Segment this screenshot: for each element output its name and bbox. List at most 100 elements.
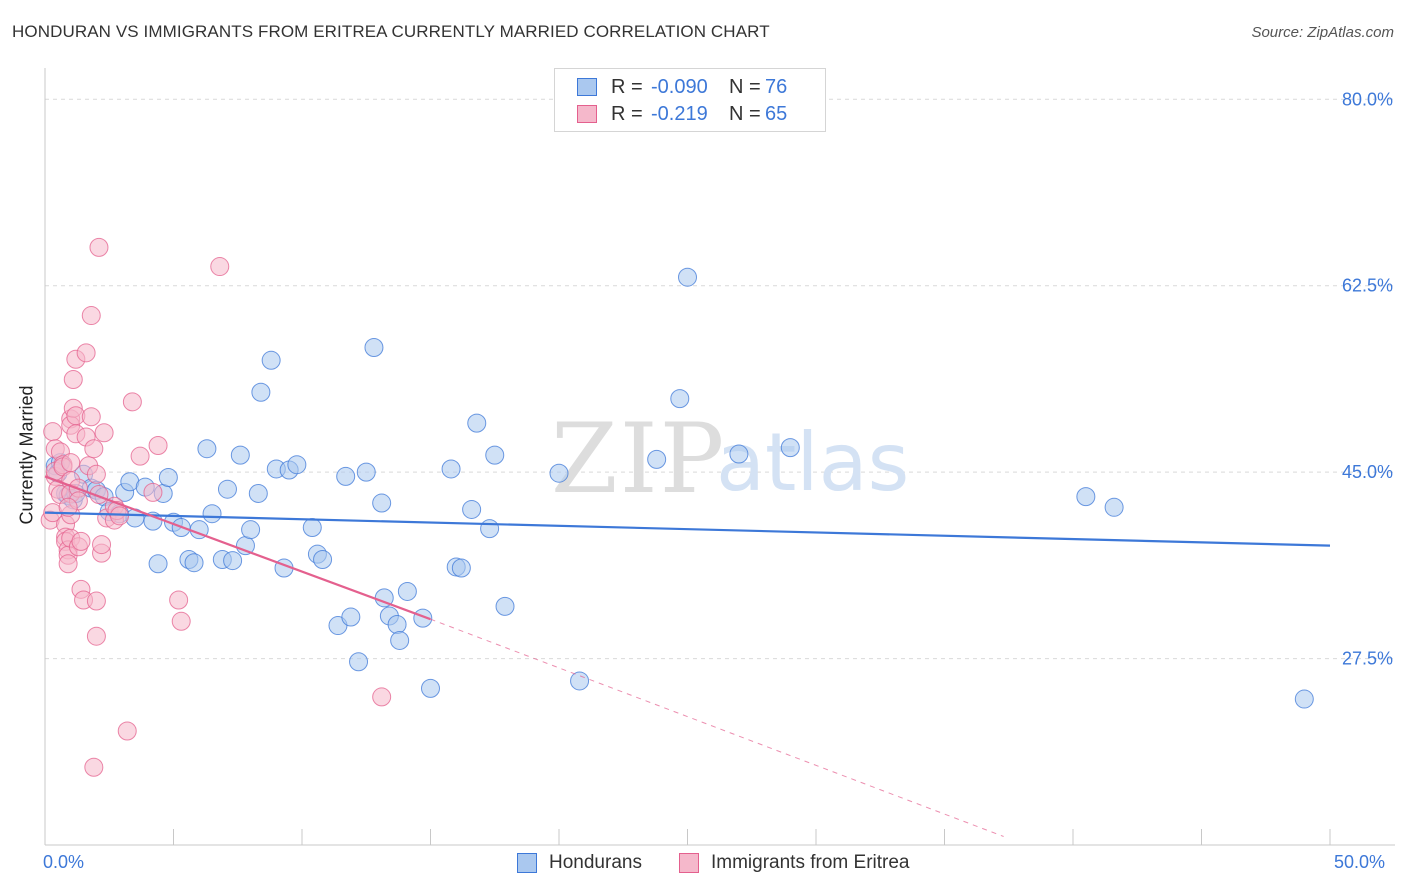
point-honduran	[148, 554, 168, 574]
point-eritrea	[61, 453, 81, 473]
point-honduran	[364, 338, 384, 358]
point-honduran	[230, 445, 250, 465]
legend-swatch-pink	[679, 853, 699, 873]
legend-label: Hondurans	[549, 852, 642, 873]
point-eritrea	[171, 611, 191, 631]
point-honduran	[372, 493, 392, 513]
watermark-atlas: atlas	[716, 416, 909, 509]
trend-line-eritrea	[44, 475, 431, 621]
point-eritrea	[130, 446, 150, 466]
point-honduran	[202, 504, 222, 524]
point-honduran	[143, 511, 163, 531]
y-tick-label: 45.0%	[1342, 462, 1393, 482]
trend-line-hondurans	[44, 511, 1331, 547]
r-label: R =	[611, 75, 643, 98]
point-eritrea	[86, 464, 106, 484]
point-eritrea	[81, 306, 101, 326]
point-eritrea	[43, 422, 63, 442]
point-eritrea	[81, 407, 101, 427]
legend-row-eritrea: R = -0.219 N = 65	[577, 102, 787, 126]
point-honduran	[441, 459, 461, 479]
point-eritrea	[143, 482, 163, 502]
point-eritrea	[94, 423, 114, 443]
n-label: N =	[729, 75, 761, 98]
point-honduran	[1076, 487, 1096, 507]
point-eritrea	[84, 757, 104, 777]
point-eritrea	[122, 392, 142, 412]
x-tick-max: 50.0%	[1334, 852, 1386, 872]
point-honduran	[197, 439, 217, 459]
y-tick-label: 80.0%	[1342, 89, 1393, 109]
point-honduran	[390, 630, 410, 650]
point-eritrea	[63, 369, 83, 389]
point-eritrea	[58, 554, 78, 574]
source-label: Source: ZipAtlas.com	[1251, 24, 1394, 41]
point-eritrea	[210, 257, 230, 277]
axes	[44, 68, 1395, 846]
point-honduran	[241, 520, 261, 540]
point-eritrea	[92, 535, 112, 555]
r-value: -0.090	[651, 75, 708, 98]
trend-lines	[44, 475, 1331, 837]
correlation-legend: R = -0.090 N = 76 R = -0.219 N = 65	[554, 68, 826, 132]
point-honduran	[251, 382, 271, 402]
legend-label: Immigrants from Eritrea	[711, 852, 910, 873]
point-honduran	[287, 455, 307, 475]
point-honduran	[780, 438, 800, 458]
point-honduran	[421, 678, 440, 698]
point-eritrea	[110, 506, 130, 526]
point-honduran	[549, 463, 569, 483]
point-eritrea	[84, 439, 104, 459]
point-eritrea	[86, 591, 106, 611]
series-eritrea	[40, 237, 392, 777]
point-honduran	[223, 551, 243, 571]
point-honduran	[451, 558, 471, 578]
point-honduran	[467, 413, 487, 433]
r-value: -0.219	[651, 102, 708, 125]
watermark: ZIP atlas	[551, 403, 909, 515]
point-honduran	[397, 581, 417, 601]
point-honduran	[184, 553, 204, 573]
point-honduran	[349, 652, 369, 672]
point-honduran	[480, 519, 500, 539]
point-honduran	[570, 671, 590, 691]
point-honduran	[387, 614, 407, 634]
point-honduran	[495, 596, 515, 616]
y-tick-label: 27.5%	[1342, 649, 1393, 669]
point-eritrea	[76, 343, 96, 363]
point-eritrea	[148, 436, 168, 456]
legend-swatch-blue	[577, 78, 597, 96]
point-honduran	[261, 350, 281, 370]
legend-swatch-blue	[517, 853, 537, 873]
n-value: 76	[765, 75, 788, 98]
point-eritrea	[58, 497, 78, 517]
point-eritrea	[71, 531, 91, 551]
point-honduran	[217, 479, 237, 499]
y-tick-label: 62.5%	[1342, 276, 1393, 296]
point-honduran	[485, 445, 505, 465]
legend-item-eritrea[interactable]: Immigrants from Eritrea	[679, 852, 909, 874]
point-eritrea	[169, 590, 189, 610]
chart-title: HONDURAN VS IMMIGRANTS FROM ERITREA CURR…	[12, 22, 770, 41]
point-honduran	[313, 550, 333, 570]
point-eritrea	[89, 237, 109, 257]
point-honduran	[302, 518, 322, 538]
legend-item-hondurans[interactable]: Hondurans	[517, 852, 642, 874]
n-label: N =	[729, 102, 761, 125]
point-honduran	[356, 462, 376, 482]
point-honduran	[158, 467, 178, 487]
point-honduran	[248, 483, 268, 503]
legend-swatch-pink	[577, 105, 597, 123]
point-eritrea	[372, 687, 392, 707]
point-honduran	[336, 466, 356, 486]
point-honduran	[670, 389, 690, 409]
legend-row-hondurans: R = -0.090 N = 76	[577, 75, 787, 99]
point-honduran	[729, 444, 749, 464]
point-eritrea	[117, 721, 137, 741]
point-honduran	[462, 499, 482, 519]
y-axis-label: Currently Married	[16, 385, 37, 525]
watermark-zip: ZIP	[551, 403, 726, 515]
point-eritrea	[86, 626, 106, 646]
series-legend: Hondurans Immigrants from Eritrea	[0, 852, 1406, 876]
